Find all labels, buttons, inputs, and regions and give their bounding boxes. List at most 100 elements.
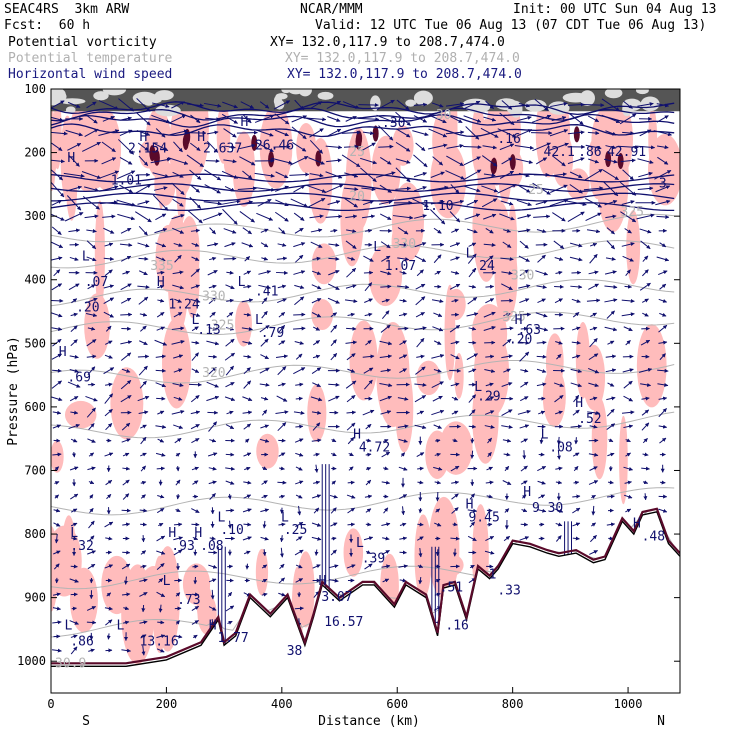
wind-vector	[330, 549, 337, 556]
wind-vector	[190, 228, 200, 233]
wind-vector	[485, 354, 495, 359]
wind-vector	[88, 535, 95, 542]
wind-vector	[106, 493, 112, 500]
wind-vector	[445, 130, 465, 135]
wind-vector	[227, 493, 232, 500]
wind-vector	[549, 199, 569, 207]
wind-vector	[329, 494, 338, 499]
wind-vector	[606, 310, 615, 319]
y-tick-label: 100	[24, 82, 46, 96]
wind-vector	[518, 255, 530, 262]
xy-wind: XY= 132.0,117.9 to 208.7,474.0	[287, 67, 522, 82]
wind-vector	[465, 126, 480, 140]
wind-vector	[155, 213, 167, 221]
pv-label: .24	[471, 259, 495, 274]
wind-vector	[138, 155, 149, 166]
wind-vector	[619, 181, 637, 196]
wind-vector	[583, 186, 604, 191]
wind-vector	[87, 366, 96, 375]
wind-vector	[430, 171, 445, 178]
wind-vector	[292, 142, 307, 152]
wind-vector	[620, 158, 636, 163]
wind-vector	[433, 312, 443, 317]
wind-vector	[326, 128, 342, 138]
theta-label: 330	[393, 237, 416, 252]
wind-vector	[104, 606, 113, 611]
wind-vector	[294, 296, 305, 306]
wind-vector	[555, 480, 563, 485]
wind-vector	[449, 324, 461, 333]
wind-vector	[261, 310, 268, 319]
wind-vector	[52, 620, 62, 625]
wind-vector	[484, 410, 495, 415]
pv-patch	[542, 367, 566, 428]
wind-vector	[586, 229, 601, 234]
wind-vector	[364, 228, 373, 233]
theta-label: 325	[211, 318, 234, 333]
wind-vector	[433, 424, 442, 429]
wind-vector	[535, 157, 548, 165]
wind-vector	[156, 535, 166, 542]
wind-vector	[344, 187, 359, 192]
pv-label: H	[515, 313, 523, 328]
wind-vector	[328, 382, 340, 387]
wind-vector	[68, 228, 81, 233]
pv-patch	[340, 172, 364, 267]
wind-vector	[158, 604, 163, 613]
wind-vector	[51, 169, 63, 181]
wind-vector	[202, 212, 223, 221]
wind-vector	[105, 340, 113, 345]
wind-vector	[556, 353, 562, 360]
theta-line	[51, 411, 675, 439]
wind-vector	[122, 466, 131, 471]
wind-vector	[174, 437, 182, 444]
wind-vector	[51, 181, 65, 198]
theta-label: 325	[621, 205, 644, 220]
wind-vector	[271, 157, 293, 165]
plot-frame	[50, 88, 681, 694]
wind-vector	[623, 494, 633, 499]
wind-vector	[313, 480, 321, 485]
wind-vector	[347, 480, 355, 485]
wind-vector	[310, 101, 323, 109]
wind-vector	[622, 169, 634, 181]
wind-vector	[342, 101, 360, 109]
wind-vector	[537, 254, 546, 263]
wind-vector	[451, 410, 459, 415]
wind-vector	[486, 494, 493, 499]
pv-label: 3.07	[321, 590, 352, 605]
wind-vector	[242, 114, 252, 124]
wind-vector	[344, 299, 358, 304]
wind-vector	[206, 140, 219, 153]
wind-vector	[121, 563, 131, 570]
wind-vector	[295, 536, 303, 541]
wind-vector	[346, 229, 357, 234]
wind-vector	[550, 101, 568, 108]
pv-patch	[392, 125, 414, 166]
wind-vector	[236, 130, 258, 135]
wind-vector	[463, 169, 482, 181]
wind-vector	[191, 508, 200, 513]
wind-vector	[585, 144, 602, 150]
upper-speck	[273, 95, 283, 107]
pv-label: .07	[85, 275, 108, 290]
wind-vector	[397, 285, 410, 289]
wind-vector	[362, 131, 375, 136]
wind-vector	[104, 269, 113, 277]
wind-vector	[341, 154, 361, 168]
wind-vector	[156, 562, 165, 570]
wind-vector	[84, 128, 99, 137]
wind-vector	[154, 228, 168, 234]
wind-vector	[572, 536, 580, 541]
wind-vector	[501, 354, 513, 359]
wind-vector	[607, 340, 615, 345]
wind-vector	[414, 242, 427, 248]
pv-label: .30	[382, 116, 405, 131]
wind-vector	[418, 508, 423, 514]
y-tick-label: 900	[24, 591, 46, 605]
wind-vector	[254, 114, 275, 123]
pv-label: L	[191, 313, 199, 328]
wind-vector	[156, 634, 166, 639]
wind-vector	[345, 240, 357, 249]
wind-vector	[433, 254, 442, 264]
